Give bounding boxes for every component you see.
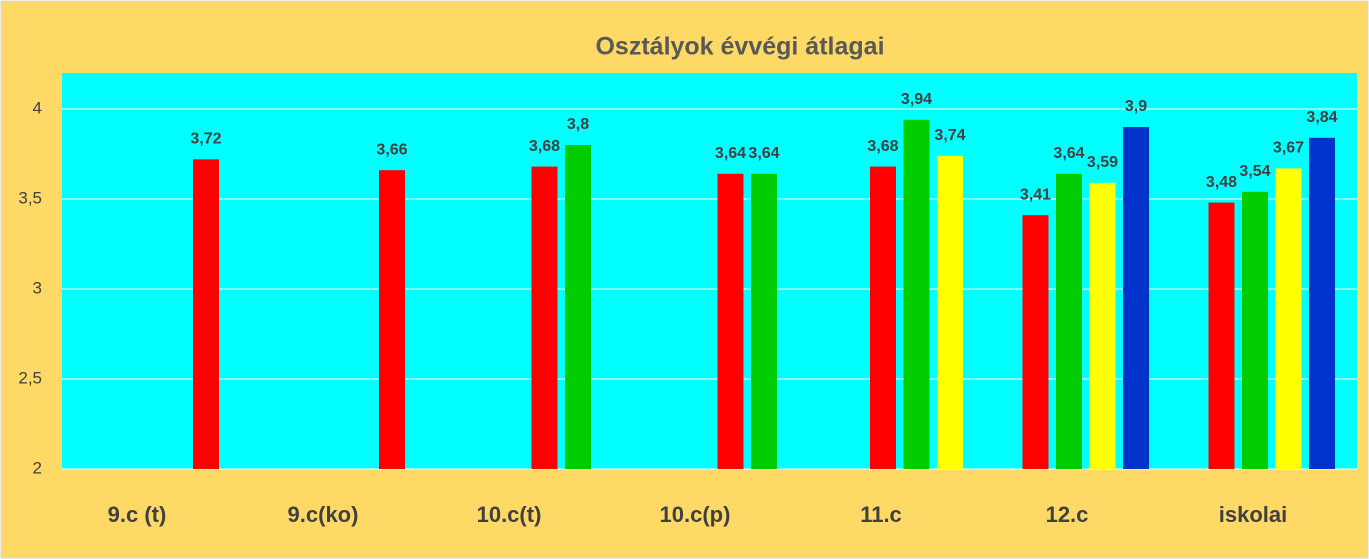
value-label: 3,59 [1087,154,1118,171]
value-label: 3,74 [934,127,965,144]
bar [379,170,405,469]
bar [717,173,744,470]
x-tick-label: iskolai [1219,502,1287,527]
value-label: 3,54 [1239,163,1270,180]
bar [531,166,558,469]
value-label: 3,67 [1273,140,1304,157]
value-label: 3,64 [715,145,746,162]
bar [870,166,896,469]
bar [937,155,963,470]
bar [1242,191,1268,470]
value-label: 3,94 [901,91,932,108]
bar [1208,202,1235,469]
value-label: 3,68 [867,138,898,155]
value-label: 3,66 [376,141,407,158]
bar [903,119,930,470]
y-tick-label: 3 [33,278,42,297]
x-tick-label: 10.c(t) [477,502,542,527]
bar [1056,173,1082,470]
chart-title: Osztályok évvégi átlagai [595,33,884,61]
bar [751,173,777,470]
bar [1123,127,1149,469]
x-tick-label: 9.c(ko) [288,502,359,527]
value-label: 3,41 [1020,186,1051,203]
bar [565,145,591,469]
value-label: 3,84 [1306,109,1337,126]
x-tick-label: 12.c [1046,502,1089,527]
value-label: 3,48 [1206,174,1237,191]
y-tick-label: 2 [33,458,42,477]
value-label: 3,64 [1053,145,1084,162]
value-label: 3,68 [529,138,560,155]
x-tick-label: 9.c (t) [108,502,167,527]
value-label: 3,8 [567,116,589,133]
value-label: 3,9 [1125,98,1147,115]
plot-area [62,73,1357,469]
x-tick-label: 10.c(p) [660,502,731,527]
bar [193,159,219,469]
y-tick-label: 3,5 [18,188,42,207]
x-tick-label: 11.c [860,502,902,527]
y-tick-label: 4 [33,98,42,117]
y-tick-label: 2,5 [18,368,42,387]
bar [1022,215,1049,469]
value-label: 3,64 [748,145,779,162]
bar [1275,168,1302,469]
value-label: 3,72 [190,131,221,148]
bar [1089,182,1116,470]
bar [1309,137,1335,470]
